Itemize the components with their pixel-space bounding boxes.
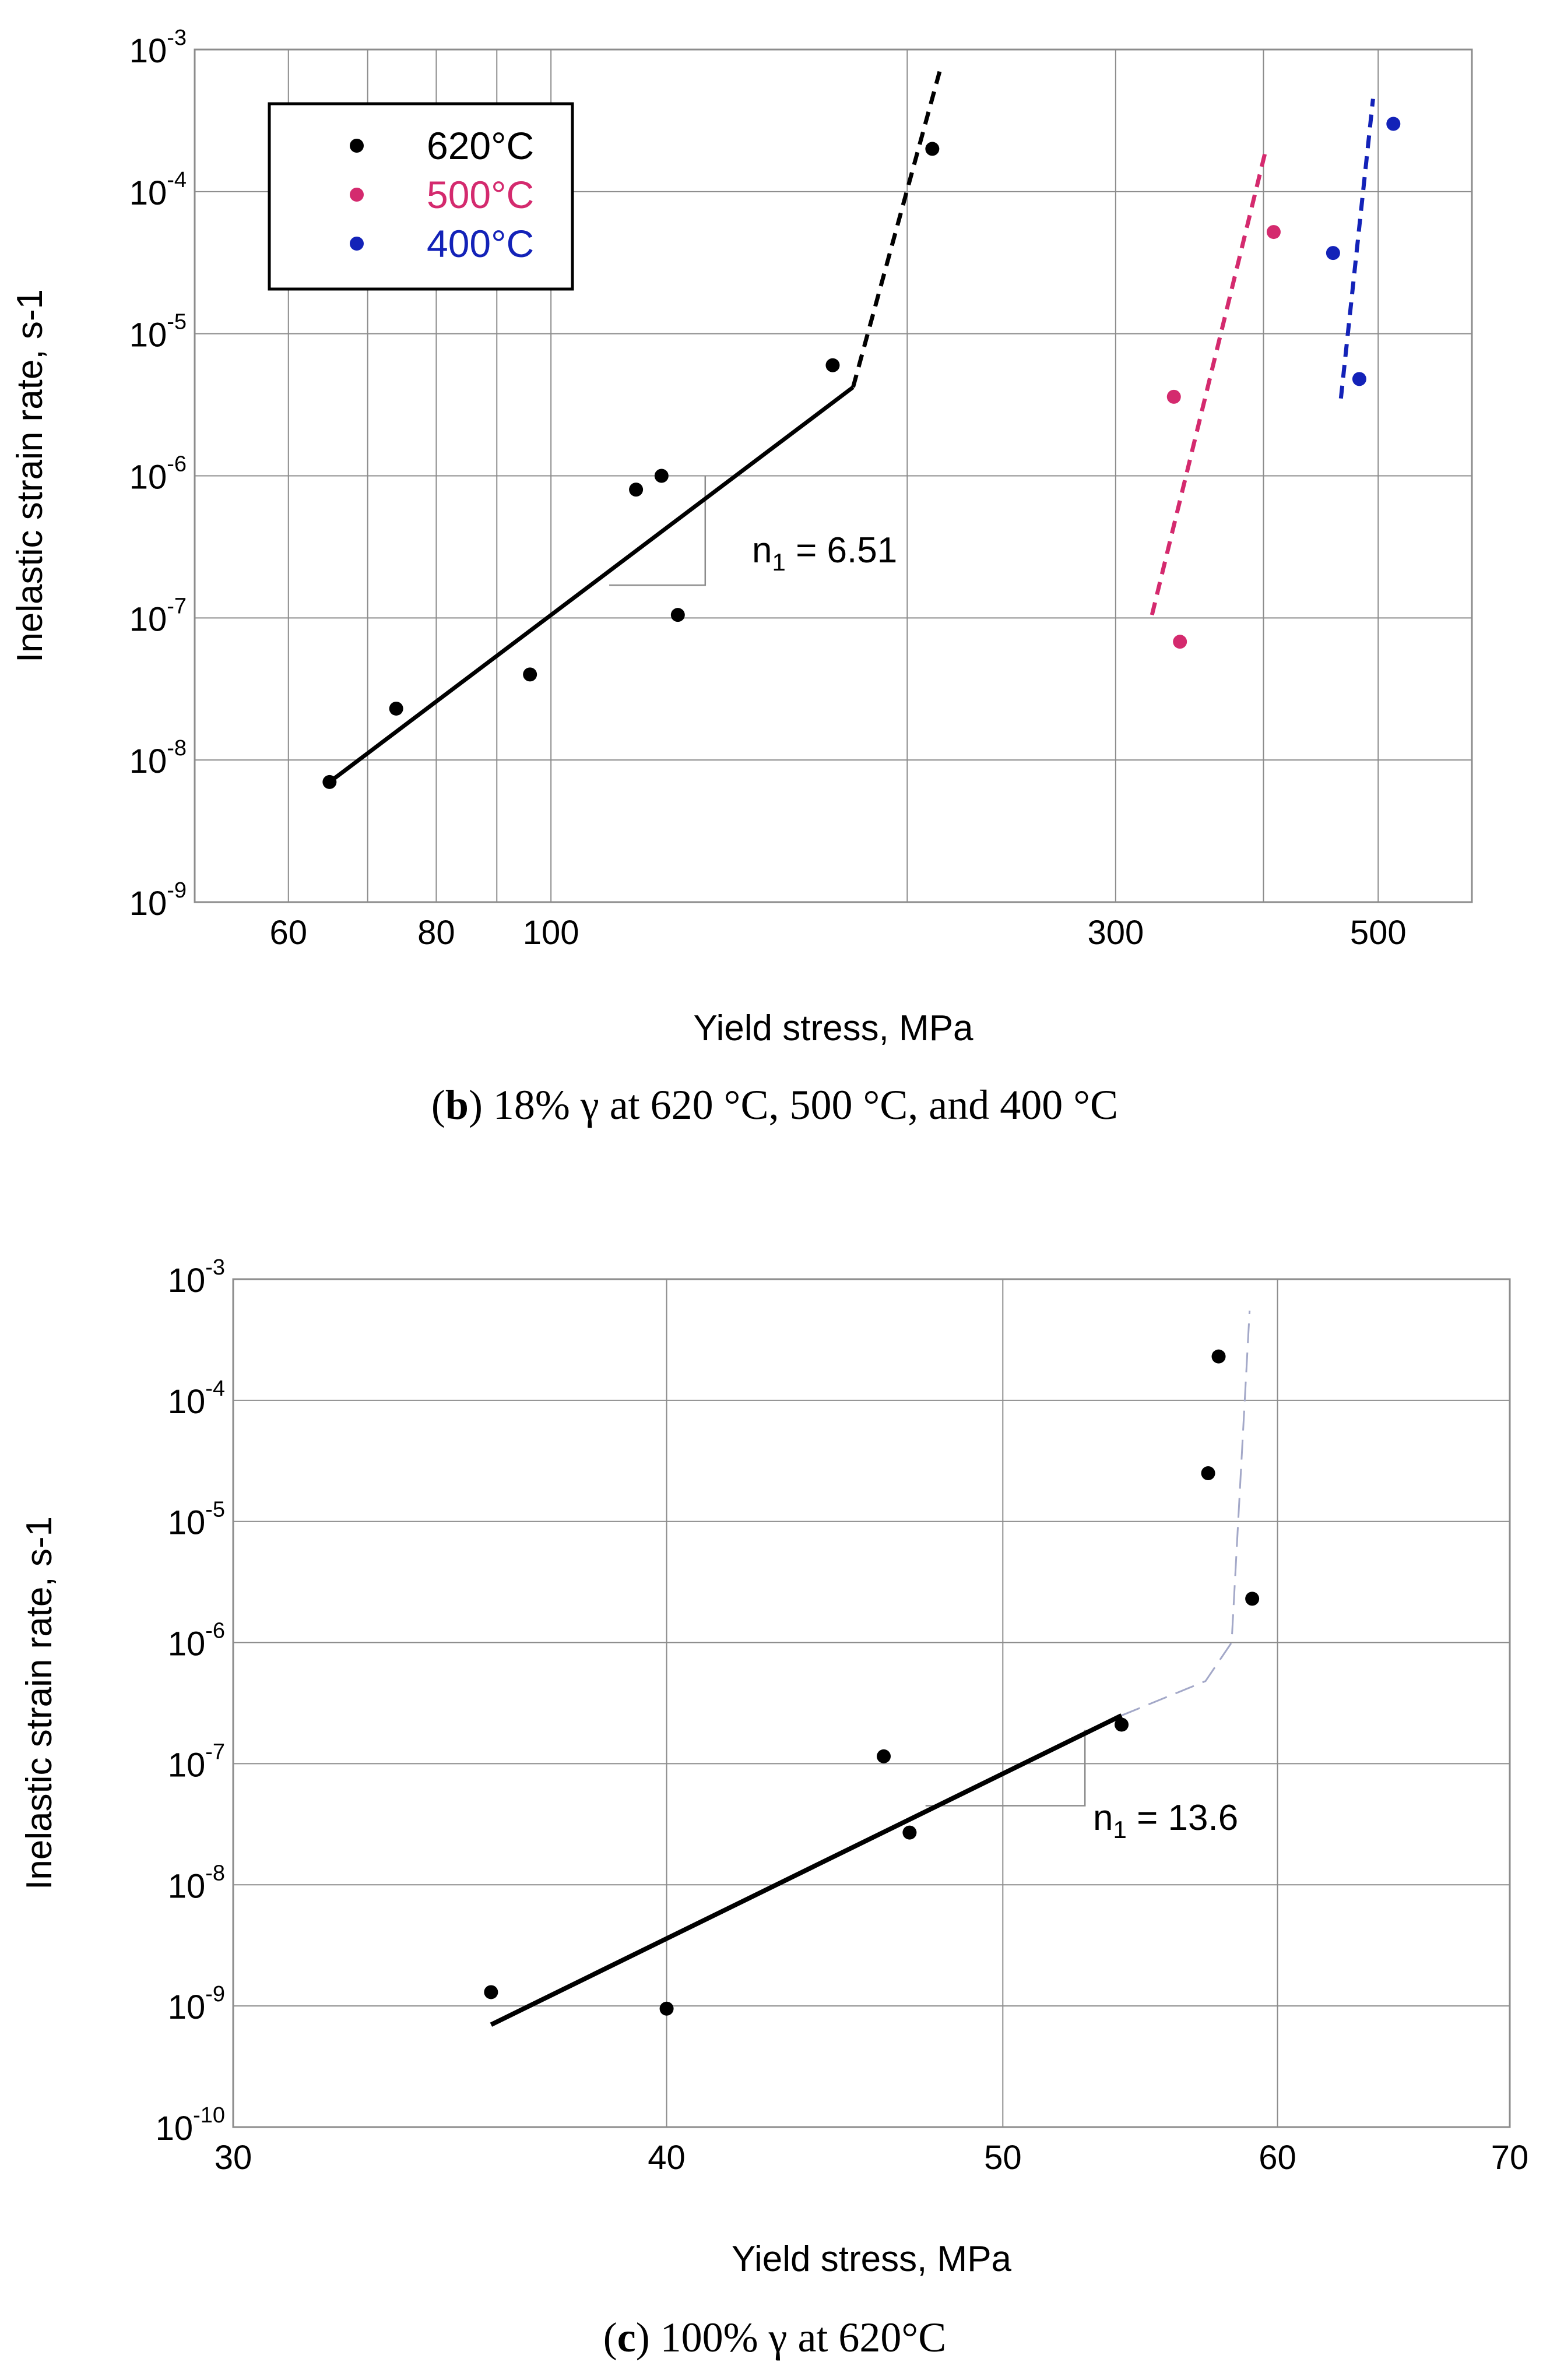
x-tick-label: 500 bbox=[1350, 914, 1407, 952]
y-tick-label: 10-6 bbox=[168, 1619, 225, 1663]
x-tick-label: 80 bbox=[417, 914, 455, 952]
x-tick-label: 60 bbox=[269, 914, 307, 952]
slope-triangle bbox=[609, 476, 707, 586]
slope-annotation: n1 = 6.51 bbox=[752, 530, 897, 576]
x-axis-label: Yield stress, MPa bbox=[693, 1008, 973, 1048]
x-tick-label: 40 bbox=[648, 2139, 686, 2177]
data-point bbox=[1173, 635, 1187, 649]
legend-label: 400°C bbox=[427, 222, 534, 265]
chart-panel-b: 10-3 10-4 10-5 10-6 10-7 10-8 10-9 60 80 100 300 50… bbox=[10, 26, 1473, 1128]
fit-line-dashed bbox=[1150, 148, 1268, 616]
y-tick-label: 10-4 bbox=[129, 168, 187, 212]
data-point bbox=[1115, 1717, 1129, 1732]
y-tick-label: 10-10 bbox=[156, 2103, 225, 2147]
fit-line-dashed bbox=[851, 71, 942, 388]
data-point bbox=[389, 701, 403, 716]
data-point bbox=[1166, 389, 1181, 404]
data-point bbox=[484, 1985, 498, 1999]
data-point bbox=[1326, 246, 1340, 260]
x-tick-label: 70 bbox=[1491, 2139, 1529, 2177]
y-tick-label: 10-5 bbox=[129, 310, 187, 354]
x-tick-label: 30 bbox=[215, 2139, 252, 2177]
y-axis-label: Inelastic strain rate, s-1 bbox=[19, 1516, 59, 1890]
plot-frame bbox=[232, 1278, 1511, 2128]
slope-annotation: n1 = 13.6 bbox=[1093, 1798, 1238, 1843]
data-point bbox=[629, 483, 644, 497]
x-tick-label: 300 bbox=[1087, 914, 1144, 952]
data-point bbox=[1266, 225, 1281, 240]
data-point bbox=[670, 608, 685, 622]
legend-marker bbox=[350, 237, 364, 251]
slope-triangle bbox=[925, 1730, 1086, 1807]
figure-caption: (c) 100% γ at 620°C bbox=[603, 2314, 947, 2361]
figure-caption: (b) 18% γ at 620 °C, 500 °C, and 400 °C bbox=[431, 1082, 1118, 1128]
data-point bbox=[902, 1825, 917, 1840]
x-axis-label: Yield stress, MPa bbox=[732, 2239, 1012, 2279]
x-tick-label: 50 bbox=[984, 2139, 1022, 2177]
y-tick-label: 10-5 bbox=[168, 1498, 225, 1542]
y-tick-label: 10-3 bbox=[168, 1255, 225, 1300]
data-point bbox=[1245, 1592, 1260, 1606]
y-tick-label: 10-9 bbox=[168, 1982, 225, 2026]
x-tick-label: 60 bbox=[1259, 2139, 1296, 2177]
y-tick-label: 10-3 bbox=[129, 26, 187, 70]
y-tick-label: 10-9 bbox=[129, 878, 187, 923]
legend-label: 500°C bbox=[427, 173, 534, 216]
data-point bbox=[925, 142, 940, 156]
x-tick-label: 100 bbox=[523, 914, 579, 952]
legend-marker bbox=[350, 139, 364, 153]
data-point bbox=[1201, 1466, 1215, 1480]
data-point bbox=[877, 1749, 891, 1763]
y-tick-label: 10-6 bbox=[129, 452, 187, 497]
data-point bbox=[654, 469, 669, 483]
y-tick-label: 10-8 bbox=[168, 1861, 225, 1905]
data-point bbox=[1211, 1349, 1226, 1364]
legend-box bbox=[268, 102, 574, 291]
data-point bbox=[659, 2001, 674, 2016]
legend-marker bbox=[350, 188, 364, 202]
data-point bbox=[322, 774, 337, 789]
fit-line-solid bbox=[490, 1713, 1123, 2027]
data-point bbox=[1352, 372, 1366, 386]
data-point bbox=[523, 667, 537, 682]
fit-line-solid bbox=[328, 385, 855, 784]
fit-line-dashed bbox=[1338, 98, 1375, 399]
legend-label: 620°C bbox=[427, 124, 534, 167]
fit-line-dashed bbox=[1121, 1310, 1251, 1717]
y-tick-label: 10-7 bbox=[129, 594, 187, 638]
y-tick-label: 10-4 bbox=[168, 1376, 225, 1421]
y-tick-label: 10-8 bbox=[129, 736, 187, 780]
y-axis-label: Inelastic strain rate, s-1 bbox=[10, 289, 50, 663]
data-point bbox=[1386, 117, 1401, 131]
plot-frame bbox=[194, 48, 1473, 903]
data-point bbox=[825, 358, 840, 372]
y-tick-label: 10-7 bbox=[168, 1740, 225, 1784]
